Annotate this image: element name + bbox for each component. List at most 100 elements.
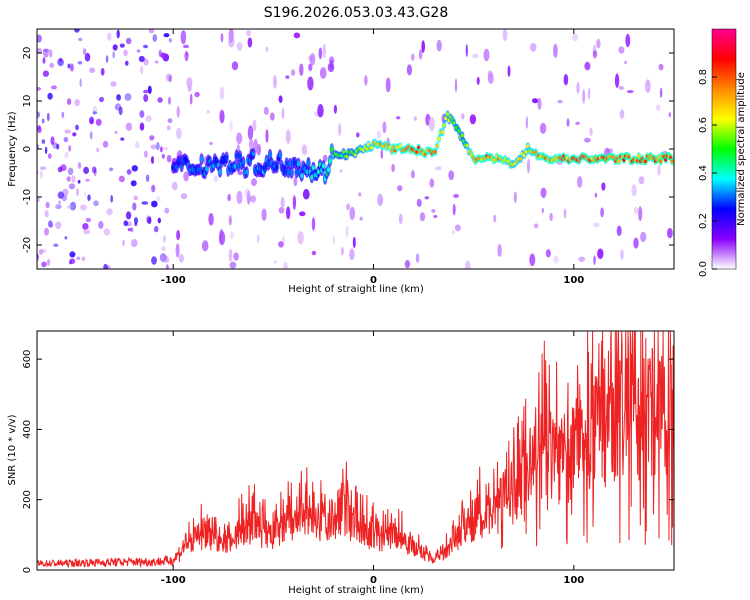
heatmap-cell — [349, 248, 355, 261]
heatmap-cell — [132, 202, 137, 211]
heatmap-cell — [576, 81, 580, 94]
heatmap-cell — [122, 239, 125, 247]
heatmap-cell — [411, 170, 415, 179]
heatmap-cell — [187, 84, 192, 92]
heatmap-cell — [83, 166, 90, 174]
heatmap-cell — [41, 118, 45, 124]
heatmap-cell — [282, 236, 285, 244]
heatmap-cell — [64, 151, 69, 159]
track-cell — [233, 163, 237, 169]
heatmap-cell — [53, 243, 59, 247]
heatmap-cell — [37, 196, 40, 203]
heatmap-cell — [341, 246, 344, 256]
heatmap-cell — [116, 94, 121, 101]
heatmap-cell — [476, 76, 480, 85]
heatmap-cell — [533, 223, 539, 229]
track-cell — [296, 161, 300, 167]
heatmap-cell — [433, 215, 438, 218]
heatmap-cell — [563, 208, 567, 219]
heatmap-cell — [280, 196, 285, 209]
heatmap-cell — [171, 181, 178, 191]
y-tick-label: 0 — [22, 146, 33, 152]
heatmap-cell — [164, 207, 170, 214]
heatmap-cell — [37, 111, 41, 119]
heatmap-cell — [89, 67, 96, 73]
heatmap-cell — [231, 61, 239, 71]
heatmap-cell — [572, 33, 579, 42]
heatmap-cell — [228, 36, 235, 48]
track-cell — [637, 154, 641, 158]
track-cell — [330, 146, 334, 152]
heatmap-cell — [584, 61, 591, 71]
heatmap-cell — [41, 248, 47, 253]
heatmap-cell — [103, 228, 111, 236]
heatmap-cell — [180, 193, 188, 200]
track-cell — [268, 152, 272, 158]
heatmap-cell — [46, 259, 51, 266]
heatmap-cell — [56, 143, 60, 150]
heatmap-cell — [302, 188, 310, 200]
heatmap-cell — [74, 99, 80, 107]
snr-y-ticks: 0 200 400 600 — [22, 350, 674, 573]
heatmap-cell — [194, 91, 200, 98]
heatmap-cell — [339, 169, 343, 173]
heatmap-cell — [594, 192, 598, 198]
heatmap-cell — [159, 253, 167, 263]
colorbar-gradient — [711, 28, 737, 270]
heatmap-cell — [308, 55, 313, 62]
heatmap-cell — [631, 184, 637, 197]
heatmap-cell — [356, 132, 360, 138]
heatmap-cell — [84, 228, 91, 234]
heatmap-cell — [578, 256, 586, 262]
heatmap-cell — [600, 207, 604, 218]
heatmap-cell — [397, 185, 403, 192]
heatmap-cell — [69, 258, 76, 265]
heatmap-cell — [100, 68, 105, 76]
heatmap-cell — [376, 130, 382, 140]
y-tick-label: 400 — [22, 420, 33, 439]
heatmap-cell — [125, 37, 132, 45]
heatmap-cell — [110, 81, 117, 87]
heatmap-cell — [92, 111, 98, 115]
heatmap-cell — [418, 49, 423, 60]
heatmap-cell — [596, 38, 601, 49]
heatmap-cell — [37, 47, 42, 54]
heatmap-cell — [99, 96, 104, 103]
heatmap-cell — [160, 146, 163, 153]
heatmap-cell — [55, 204, 62, 210]
heatmap-cell — [77, 162, 82, 169]
heatmap-cell — [154, 60, 159, 64]
heatmap-cell — [147, 85, 152, 95]
heatmap-cell — [162, 146, 169, 151]
heatmap-cell — [161, 153, 165, 159]
heatmap-cell — [358, 192, 362, 197]
track-cell — [238, 153, 242, 159]
spectrogram-y-label: Frequency (Hz) — [7, 111, 18, 187]
heatmap-cell — [328, 56, 335, 65]
track-cell — [440, 130, 444, 134]
heatmap-cell — [545, 249, 551, 258]
heatmap-cell — [273, 260, 277, 264]
heatmap-cell — [37, 126, 42, 134]
heatmap-cell — [82, 223, 89, 230]
heatmap-cell — [657, 164, 661, 176]
heatmap-cell — [83, 190, 87, 197]
heatmap-cell — [587, 87, 591, 100]
y-tick-label: -10 — [22, 189, 33, 205]
heatmap-cell — [614, 73, 620, 88]
heatmap-cell — [57, 166, 63, 173]
heatmap-cell — [163, 33, 170, 38]
track-cell — [326, 167, 331, 173]
heatmap-cell — [57, 191, 64, 199]
track-cell — [452, 121, 456, 125]
heatmap-cell — [37, 253, 40, 261]
heatmap-cell — [76, 256, 81, 260]
heatmap-cell — [236, 42, 243, 51]
track-cell — [519, 157, 523, 161]
heatmap-cell — [532, 98, 539, 104]
heatmap-cell — [487, 70, 493, 78]
heatmap-cell — [311, 217, 316, 231]
heatmap-cell — [261, 208, 267, 221]
heatmap-cell — [130, 180, 137, 187]
snr-x-ticks: -100 0 100 — [161, 331, 584, 586]
